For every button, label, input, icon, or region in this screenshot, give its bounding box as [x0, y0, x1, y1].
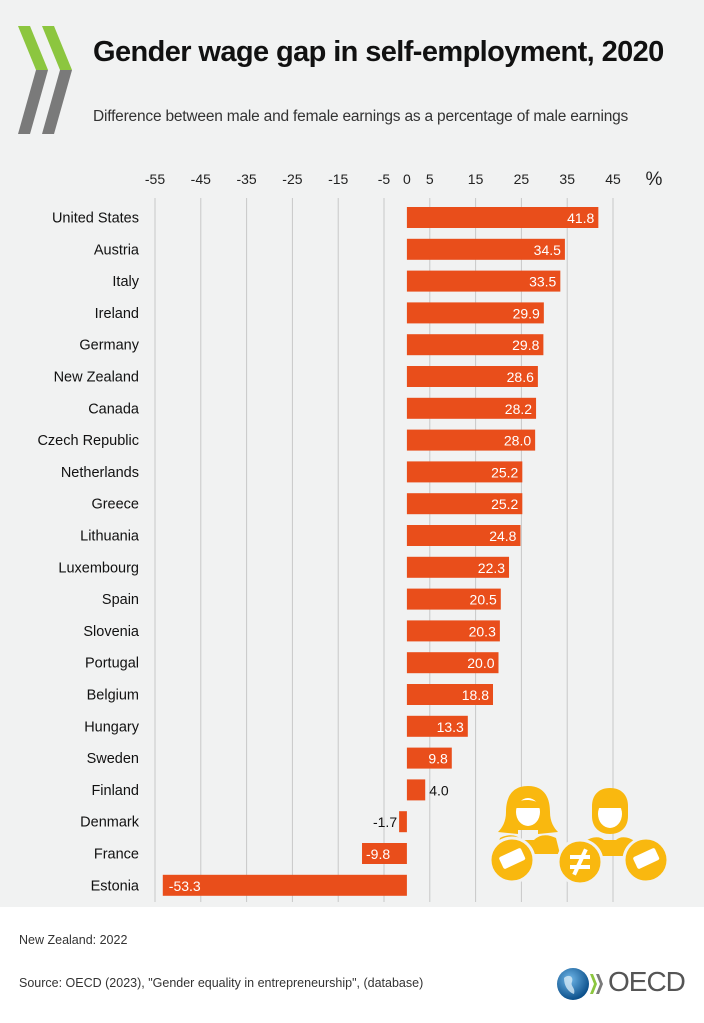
- value-label: 41.8: [567, 210, 594, 226]
- value-label: 9.8: [428, 751, 448, 767]
- chevron-1-gray: [18, 70, 48, 134]
- bar: [406, 461, 523, 483]
- value-label: 20.3: [469, 623, 496, 639]
- bar: [406, 302, 544, 324]
- oecd-globe-logo-icon: [557, 968, 603, 1000]
- x-tick-label: 15: [468, 171, 484, 187]
- chevron-1-green: [18, 26, 48, 70]
- gender-pay-people-icon: [488, 786, 670, 886]
- category-label: United States: [52, 211, 139, 227]
- category-label: New Zealand: [54, 370, 139, 386]
- title-highlight: Gender wage gap: [93, 36, 326, 68]
- x-tick-label: 0: [403, 171, 411, 187]
- category-label: Finland: [91, 783, 139, 799]
- bar: [406, 207, 599, 228]
- x-tick-label: -25: [282, 171, 302, 187]
- value-label: 29.8: [512, 337, 539, 353]
- value-label: 18.8: [462, 687, 489, 703]
- category-label: Canada: [88, 401, 140, 417]
- bar: [406, 366, 538, 387]
- oecd-chevron-logo-icon: [18, 26, 72, 134]
- category-label: France: [94, 847, 139, 863]
- x-tick-label: -55: [145, 171, 165, 187]
- value-label: 20.5: [470, 592, 497, 608]
- unit-label: %: [646, 169, 663, 190]
- category-label: Lithuania: [80, 529, 140, 545]
- chevron-2-green: [42, 26, 72, 70]
- x-tick-label: 35: [559, 171, 575, 187]
- bar: [406, 525, 521, 546]
- bar: [406, 684, 494, 705]
- x-tick-label: -35: [236, 171, 256, 187]
- category-label: Greece: [91, 497, 139, 513]
- bar: [406, 715, 468, 737]
- value-label: 28.0: [504, 433, 531, 449]
- x-tick-label: -5: [378, 171, 391, 187]
- x-tick-label: 25: [514, 171, 530, 187]
- subtitle: Difference between male and female earni…: [93, 108, 629, 125]
- category-label: Estonia: [91, 878, 140, 894]
- bar: [406, 493, 523, 515]
- category-label: Austria: [94, 242, 140, 258]
- bar: [362, 843, 407, 864]
- bar: [406, 429, 536, 451]
- bar: [406, 779, 426, 801]
- category-label: Luxembourg: [58, 560, 139, 576]
- oecd-logo-text: OECD: [608, 966, 686, 997]
- category-label: Slovenia: [83, 624, 140, 640]
- x-tick-label: 45: [605, 171, 621, 187]
- category-label: Belgium: [87, 688, 139, 704]
- bar-chart: -55 -45 -35 -25 -15 -5 0 5 15 25 35 45 % United State…: [37, 169, 663, 902]
- bar: [406, 397, 537, 419]
- value-label: 29.9: [513, 305, 540, 321]
- value-label: 25.2: [491, 496, 518, 512]
- value-label: 20.0: [467, 655, 494, 671]
- value-label: 33.5: [529, 274, 556, 290]
- source-note: Source: OECD (2023), "Gender equality in…: [19, 976, 424, 990]
- title-rest: in self-employment, 2020: [325, 36, 664, 68]
- category-label: Germany: [79, 338, 139, 354]
- footnote: New Zealand: 2022: [19, 933, 128, 947]
- bar: [406, 747, 452, 769]
- x-tick-label: -15: [328, 171, 348, 187]
- category-label: Italy: [112, 274, 139, 290]
- value-label: 22.3: [478, 560, 505, 576]
- bar: [406, 270, 561, 292]
- bar: [406, 238, 565, 260]
- value-label: 13.3: [437, 719, 464, 735]
- value-label: 4.0: [429, 782, 449, 798]
- value-label: 25.2: [491, 464, 518, 480]
- bar: [162, 874, 407, 896]
- value-label: 24.8: [489, 528, 516, 544]
- x-tick-label: -45: [191, 171, 211, 187]
- category-label: Hungary: [84, 719, 140, 735]
- category-label: Spain: [102, 592, 139, 608]
- value-label: -1.7: [373, 814, 397, 830]
- category-label: Czech Republic: [37, 433, 139, 449]
- bar: [399, 811, 407, 833]
- value-label: -9.8: [366, 846, 390, 862]
- bar: [406, 620, 500, 642]
- chart-panel: [0, 0, 704, 907]
- value-label: 28.2: [505, 401, 532, 417]
- category-label: Ireland: [95, 306, 139, 322]
- title-highlight-text: Gender wage gap: [93, 36, 326, 68]
- bar: [406, 334, 544, 356]
- bar: [406, 556, 510, 578]
- chevron-2-gray: [42, 70, 72, 134]
- page-title: Gender wage gap in self-employment, 2020: [93, 36, 664, 69]
- category-label: Denmark: [80, 815, 140, 831]
- category-label: Sweden: [87, 751, 139, 767]
- category-label: Portugal: [85, 656, 139, 672]
- value-label: 28.6: [507, 369, 534, 385]
- value-label: 34.5: [534, 242, 561, 258]
- x-tick-label: 5: [426, 171, 434, 187]
- bar: [406, 652, 499, 674]
- value-label: -53.3: [169, 878, 201, 894]
- category-label: Netherlands: [61, 465, 139, 481]
- bar: [406, 588, 501, 610]
